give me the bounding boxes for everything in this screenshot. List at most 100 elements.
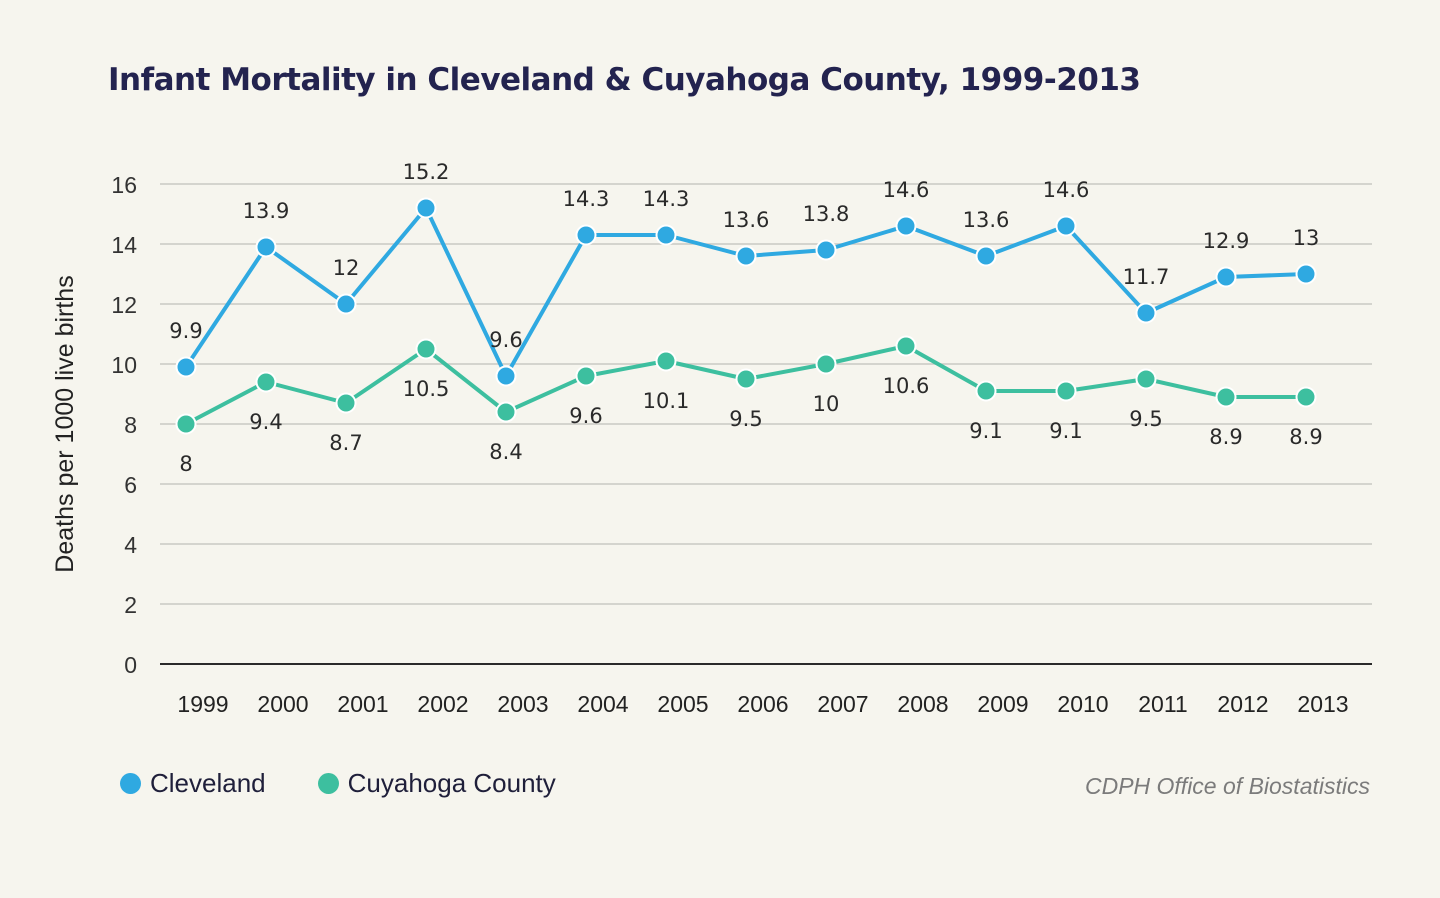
data-label: 13 xyxy=(1293,226,1320,250)
data-point[interactable] xyxy=(655,224,677,246)
data-label: 9.1 xyxy=(1049,419,1082,443)
data-point[interactable] xyxy=(335,293,357,315)
x-tick-label: 2012 xyxy=(1217,691,1268,717)
data-point[interactable] xyxy=(975,245,997,267)
data-label: 12 xyxy=(333,256,360,280)
data-point[interactable] xyxy=(1295,386,1317,408)
data-labels: 9.9 13.9 12 15.2 9.6 14.3 14.3 13.6 13.8 14.6 13.6… xyxy=(169,160,1322,476)
data-label: 10.6 xyxy=(883,374,930,398)
data-points xyxy=(175,197,1317,435)
x-tick-label: 2004 xyxy=(577,691,628,717)
y-tick-label: 6 xyxy=(124,472,137,498)
data-label: 9.6 xyxy=(569,404,602,428)
data-point[interactable] xyxy=(895,215,917,237)
data-label: 14.6 xyxy=(1043,178,1090,202)
data-label: 13.9 xyxy=(243,199,290,223)
x-tick-label: 2002 xyxy=(417,691,468,717)
data-label: 14.3 xyxy=(643,187,690,211)
y-tick-label: 10 xyxy=(111,352,137,378)
data-point[interactable] xyxy=(735,368,757,390)
data-point[interactable] xyxy=(335,392,357,414)
data-label: 13.8 xyxy=(803,202,850,226)
data-label: 10.5 xyxy=(403,377,450,401)
legend-dot-cleveland xyxy=(120,773,141,794)
data-point[interactable] xyxy=(415,338,437,360)
data-label: 10 xyxy=(813,392,840,416)
series-line-0 xyxy=(184,206,1307,378)
legend-item-cleveland[interactable]: Cleveland xyxy=(120,768,266,799)
data-label: 9.6 xyxy=(489,328,522,352)
x-tick-label: 2009 xyxy=(977,691,1028,717)
data-label: 9.5 xyxy=(729,407,762,431)
x-tick-label: 2013 xyxy=(1297,691,1348,717)
data-label: 15.2 xyxy=(403,160,450,184)
x-tick-label: 2008 xyxy=(897,691,948,717)
data-point[interactable] xyxy=(575,224,597,246)
data-label: 12.9 xyxy=(1203,229,1250,253)
data-point[interactable] xyxy=(815,239,837,261)
source-note: CDPH Office of Biostatistics xyxy=(1084,773,1370,799)
data-point[interactable] xyxy=(975,380,997,402)
data-label: 13.6 xyxy=(723,208,770,232)
axes: 0 2 4 6 8 10 12 14 16 1999 2000 2001 2002 2003 2004 200… xyxy=(111,172,1372,717)
data-point[interactable] xyxy=(1215,266,1237,288)
legend: Cleveland Cuyahoga County xyxy=(120,768,608,799)
x-tick-label: 2007 xyxy=(817,691,868,717)
data-point[interactable] xyxy=(495,365,517,387)
chart-title: Infant Mortality in Cleveland & Cuyahoga… xyxy=(108,62,1141,98)
data-point[interactable] xyxy=(1295,263,1317,285)
x-tick-label: 2006 xyxy=(737,691,788,717)
data-point[interactable] xyxy=(1055,215,1077,237)
data-label: 8.4 xyxy=(489,440,522,464)
data-point[interactable] xyxy=(895,335,917,357)
y-tick-label: 14 xyxy=(111,232,137,258)
y-axis-label: Deaths per 1000 live births xyxy=(51,275,79,572)
x-tick-label: 2011 xyxy=(1138,691,1187,717)
x-tick-label: 2001 xyxy=(337,691,388,717)
x-tick-label: 1999 xyxy=(177,691,228,717)
gridlines xyxy=(160,183,1372,605)
y-tick-label: 2 xyxy=(124,592,137,618)
y-tick-label: 16 xyxy=(111,172,137,198)
data-point[interactable] xyxy=(1215,386,1237,408)
data-label: 8.9 xyxy=(1209,425,1242,449)
x-tick-label: 2003 xyxy=(497,691,548,717)
x-tick-label: 2005 xyxy=(657,691,708,717)
data-point[interactable] xyxy=(575,365,597,387)
data-point[interactable] xyxy=(415,197,437,219)
legend-item-cuyahoga-county[interactable]: Cuyahoga County xyxy=(317,768,556,799)
data-point[interactable] xyxy=(255,371,277,393)
y-tick-label: 0 xyxy=(124,652,137,678)
data-label: 14.6 xyxy=(883,178,930,202)
data-label: 8.7 xyxy=(329,431,362,455)
data-point[interactable] xyxy=(175,356,197,378)
data-label: 9.1 xyxy=(969,419,1002,443)
legend-label-cleveland: Cleveland xyxy=(150,768,266,798)
data-point[interactable] xyxy=(1055,380,1077,402)
data-label: 9.5 xyxy=(1129,407,1162,431)
data-point[interactable] xyxy=(735,245,757,267)
data-point[interactable] xyxy=(495,401,517,423)
data-label: 13.6 xyxy=(963,208,1010,232)
data-point[interactable] xyxy=(655,350,677,372)
y-tick-label: 12 xyxy=(111,292,137,318)
data-label: 10.1 xyxy=(643,389,690,413)
data-label: 9.9 xyxy=(169,319,202,343)
data-label: 8 xyxy=(179,452,192,476)
data-point[interactable] xyxy=(255,236,277,258)
data-label: 8.9 xyxy=(1289,425,1322,449)
data-label: 9.4 xyxy=(249,410,282,434)
legend-label-cuyahoga-county: Cuyahoga County xyxy=(347,768,556,798)
data-point[interactable] xyxy=(1135,368,1157,390)
data-label: 11.7 xyxy=(1123,265,1170,289)
data-point[interactable] xyxy=(1135,302,1157,324)
y-tick-label: 8 xyxy=(124,412,137,438)
x-tick-label: 2000 xyxy=(257,691,308,717)
legend-dot-cuyahoga-county xyxy=(317,773,339,794)
data-point[interactable] xyxy=(815,353,837,375)
data-label: 14.3 xyxy=(563,187,610,211)
x-tick-label: 2010 xyxy=(1057,691,1108,717)
data-point[interactable] xyxy=(175,413,197,435)
y-tick-label: 4 xyxy=(124,532,137,558)
